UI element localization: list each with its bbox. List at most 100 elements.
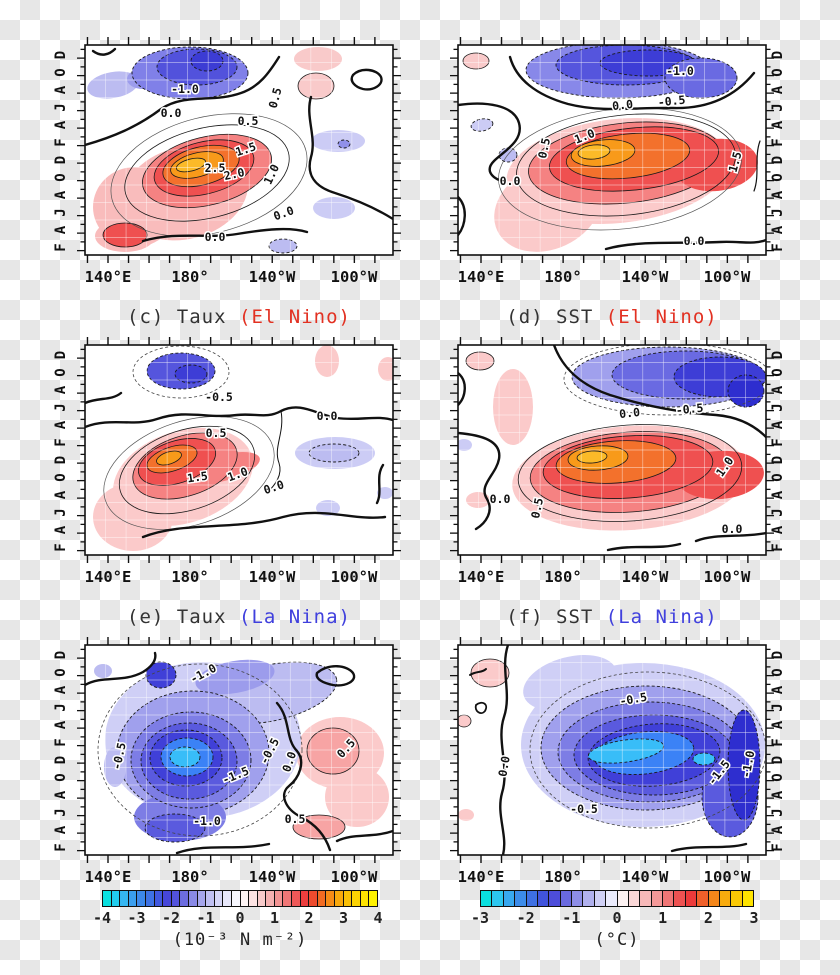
x-tick-label: 140°E bbox=[85, 268, 132, 286]
contour-label: 2.5 bbox=[205, 161, 226, 175]
zero-contour-line bbox=[175, 842, 271, 855]
y-month-label: A bbox=[53, 420, 69, 429]
anomaly-blob bbox=[493, 369, 533, 445]
y-month-label: J bbox=[53, 403, 69, 411]
zero-contour-line bbox=[315, 665, 356, 687]
contour-label: 0.5 bbox=[238, 114, 259, 128]
colorbar-swatch bbox=[308, 891, 317, 906]
y-month-label: D bbox=[770, 51, 786, 59]
colorbar-tick-label: 1 bbox=[658, 909, 668, 927]
plot-content: -1.0-0.5 -0.50.0-1.5-1.00.50.5 bbox=[85, 645, 393, 855]
anomaly-blob bbox=[458, 714, 472, 728]
plot-frame bbox=[457, 644, 767, 856]
panel-c-title: (c) Taux (El Nino) bbox=[85, 306, 393, 332]
anomaly-blob bbox=[268, 238, 298, 254]
anomaly-blob bbox=[308, 443, 360, 463]
anomaly-blob bbox=[576, 450, 608, 464]
anomaly-blob bbox=[664, 57, 738, 99]
anomaly-blob bbox=[313, 197, 355, 219]
anomaly-blob bbox=[102, 222, 148, 248]
colorbar-swatch bbox=[593, 891, 606, 906]
y-month-label: J bbox=[770, 703, 786, 711]
y-month-label: D bbox=[53, 456, 69, 464]
anomaly-blob bbox=[315, 345, 339, 377]
x-tick-label: 180° bbox=[171, 868, 208, 886]
y-month-label: J bbox=[770, 403, 786, 411]
x-tick-label: 140°W bbox=[622, 868, 669, 886]
x-tick-label: 140°W bbox=[249, 568, 296, 586]
plot-frame bbox=[84, 644, 394, 856]
zero-contour-line bbox=[458, 371, 466, 407]
zero-contour-line bbox=[670, 842, 748, 853]
y-month-label: A bbox=[770, 85, 786, 94]
colorbar-tick-label: -2 bbox=[161, 909, 181, 927]
colorbar-tick-labels: -4 -3 -2 -1 0 1 2 3 4 bbox=[93, 909, 383, 929]
colorbar-tick-label: 2 bbox=[304, 909, 314, 927]
zero-contour-line bbox=[458, 102, 521, 184]
y-month-label: F bbox=[770, 438, 786, 446]
contour-label: 0.0 bbox=[722, 522, 743, 536]
colorbar-swatch bbox=[673, 891, 685, 906]
y-month-label: A bbox=[53, 685, 69, 694]
y-month-label: A bbox=[53, 85, 69, 94]
colorbar-tick-label: 3 bbox=[338, 909, 349, 927]
contour-ring bbox=[132, 345, 230, 399]
colorbar-swatch bbox=[491, 891, 503, 906]
zero-contour-line bbox=[474, 701, 488, 714]
contour-label: -1.0 bbox=[666, 64, 694, 78]
y-month-label: J bbox=[770, 508, 786, 516]
anomaly-blob bbox=[190, 50, 224, 72]
contour-label: -1.0 bbox=[171, 82, 199, 96]
panel-b-plot: -1.00.0 -0.50.51.01.50.00.0DOAJAFDOAJAF14… bbox=[450, 37, 786, 286]
colorbar-swatch bbox=[707, 891, 719, 906]
colorbar-swatch bbox=[230, 891, 240, 906]
colorbar-swatch bbox=[481, 891, 492, 906]
colorbar-swatch bbox=[273, 891, 283, 906]
zero-contour-line bbox=[508, 55, 756, 111]
y-month-label: A bbox=[53, 385, 69, 394]
colorbar-swatch bbox=[718, 891, 731, 906]
colorbar-swatches bbox=[480, 890, 754, 907]
colorbar-swatch bbox=[196, 891, 206, 906]
colorbar-swatch bbox=[582, 891, 594, 906]
panel-c-title-text: (c) Taux bbox=[127, 306, 239, 328]
contour-ring bbox=[516, 113, 736, 217]
colorbar-swatch bbox=[299, 891, 309, 906]
colorbar-swatch bbox=[351, 891, 360, 906]
x-tick-label: 140°E bbox=[458, 268, 505, 286]
y-month-label: A bbox=[53, 525, 69, 534]
zero-contour-line bbox=[85, 55, 281, 147]
y-month-label: A bbox=[770, 490, 786, 499]
colorbar-tick-label: 1 bbox=[269, 909, 280, 927]
anomaly-blob bbox=[466, 492, 490, 508]
y-month-label: F bbox=[53, 543, 69, 551]
y-month-label: D bbox=[53, 51, 69, 59]
colorbar-tick-label: 0 bbox=[612, 909, 622, 927]
contour-label: 1.5 bbox=[234, 139, 258, 159]
colorbar-swatch bbox=[213, 891, 223, 906]
anomaly-blob bbox=[94, 664, 112, 678]
colorbar-tick-label: -2 bbox=[516, 909, 535, 927]
plot-frame bbox=[84, 44, 394, 256]
colorbar-swatch bbox=[144, 891, 154, 906]
y-month-label: A bbox=[770, 525, 786, 534]
y-month-label: A bbox=[53, 190, 69, 199]
colorbar-tick-label: 4 bbox=[373, 909, 383, 927]
y-month-label: A bbox=[770, 385, 786, 394]
colorbar-swatch bbox=[282, 891, 292, 906]
y-month-label: O bbox=[53, 68, 69, 76]
colorbar-tick-label: 3 bbox=[749, 909, 759, 927]
y-month-label: D bbox=[770, 156, 786, 164]
contour-label: -0.5 bbox=[570, 802, 598, 816]
anomaly-blob bbox=[470, 118, 494, 132]
y-month-label: A bbox=[53, 225, 69, 234]
colorbar-swatch bbox=[153, 891, 163, 906]
x-tick-label: 100°W bbox=[704, 568, 751, 586]
contour-label: 0.0 bbox=[317, 409, 338, 423]
colorbar-swatch bbox=[548, 891, 560, 906]
anomaly-blob bbox=[692, 752, 716, 766]
contour-label: 0.5 bbox=[535, 136, 553, 159]
colorbar-swatch bbox=[187, 891, 197, 906]
colorbar-tick-label: -1 bbox=[196, 909, 215, 927]
